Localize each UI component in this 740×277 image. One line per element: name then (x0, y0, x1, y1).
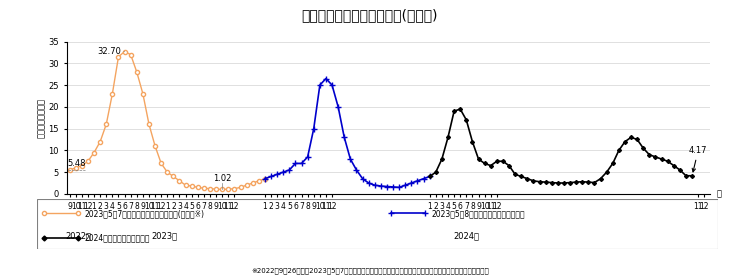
Text: 新型コロナウイルス感染症(埼玉県): 新型コロナウイルス感染症(埼玉県) (302, 8, 438, 22)
Text: 2024年: 2024年 (454, 231, 480, 240)
Text: 2023年5月8日以降の定点当たり報告数: 2023年5月8日以降の定点当たり報告数 (432, 209, 525, 218)
Text: 2023年5月7日までの定点当たり報告数(参考値※): 2023年5月7日までの定点当たり報告数(参考値※) (84, 209, 205, 218)
Text: 2022年: 2022年 (66, 231, 92, 240)
Text: 2023年: 2023年 (151, 231, 178, 240)
Text: 32.70: 32.70 (97, 47, 124, 56)
Text: 1.02: 1.02 (213, 174, 232, 183)
Text: ※2022年9月26日から2023年5月7日までの全数報告のデータを元に定点当たり報告数を推計し算出しました。: ※2022年9月26日から2023年5月7日までの全数報告のデータを元に定点当た… (251, 268, 489, 274)
Y-axis label: 定点当たり報告数: 定点当たり報告数 (36, 98, 46, 138)
Text: 4.17: 4.17 (689, 146, 707, 172)
Text: 月: 月 (716, 189, 721, 198)
Text: 2024年の定点当たり報告数: 2024年の定点当たり報告数 (84, 234, 150, 243)
Text: 5.48: 5.48 (68, 159, 87, 168)
